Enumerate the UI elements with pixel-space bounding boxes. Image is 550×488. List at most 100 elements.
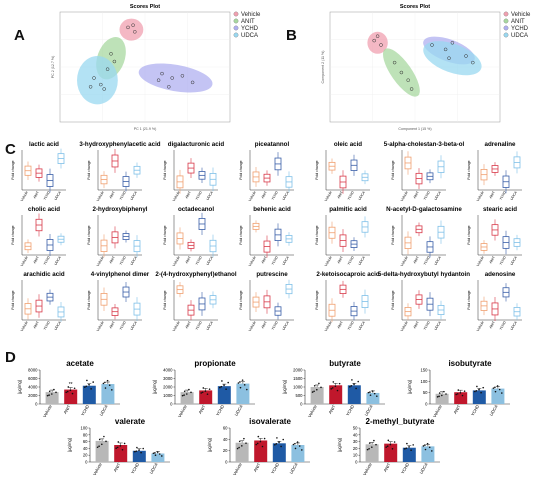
bar-data-point xyxy=(225,388,227,390)
bar-data-point xyxy=(161,455,163,457)
panelB-ellipse-vehicle xyxy=(367,31,388,54)
boxplot-title: 2-ketoisocaproic acid xyxy=(316,271,379,278)
bar-category-label: YCHD xyxy=(400,462,410,475)
bar-data-point xyxy=(200,392,202,394)
boxplot-xtick: UDCA xyxy=(282,190,291,201)
bar-chart-ylabel: (μg/mg) xyxy=(407,379,412,394)
boxplot-ylabel: Fold change xyxy=(315,225,319,244)
bar-data-point xyxy=(313,390,315,393)
bar-data-point xyxy=(355,387,357,390)
bar-data-point xyxy=(116,446,119,449)
bar-anit xyxy=(384,443,398,462)
bar-data-point xyxy=(92,381,94,383)
bar-data-point xyxy=(204,390,207,392)
bar-data-point xyxy=(104,387,107,389)
boxplot-xtick: Vehicle xyxy=(96,255,105,267)
bar-data-point xyxy=(123,442,126,445)
bar-data-point xyxy=(84,386,86,388)
boxplot-xtick: Vehicle xyxy=(248,255,257,267)
panelB-score-point xyxy=(406,78,410,82)
boxplot-ylabel: Fold change xyxy=(391,225,395,244)
panelB-legend-swatch xyxy=(503,11,509,17)
boxplot-xtick: Vehicle xyxy=(324,255,333,267)
bar-data-point xyxy=(86,379,88,382)
bar-data-point xyxy=(441,394,443,397)
panelA-score-point xyxy=(102,87,106,91)
boxplot-xtick: ANIT xyxy=(109,256,116,265)
boxplot-title: arachidic acid xyxy=(23,271,64,278)
boxplot-9: octadecanol Fold change Vehicle ANIT YCHD UDC… xyxy=(163,206,218,267)
bar-category-label: Vehicle xyxy=(177,403,188,418)
panelB-score-point xyxy=(375,34,380,38)
panelA-legend-swatch xyxy=(233,18,239,24)
boxplot-4: oleic acid Fold change Vehicle ANIT YCHD UDCA xyxy=(315,141,370,202)
bar-chart-ylabel: (μg/mg) xyxy=(282,379,287,394)
bar-udca xyxy=(421,446,435,462)
panel-letter-b: B xyxy=(286,27,297,44)
bar-data-point xyxy=(102,382,105,385)
bar-udca xyxy=(491,388,505,404)
panelA-score-point xyxy=(156,78,161,82)
bar-category-label: UDCA xyxy=(418,462,428,475)
panelA-legend-swatch xyxy=(233,11,239,17)
panelA-ellipse-ychd xyxy=(138,63,213,93)
boxplot-xtick: Vehicle xyxy=(172,190,181,202)
bar-category-label: Vehicle xyxy=(362,461,373,476)
boxplot-18: 2-ketoisocaproic acid Fold change Vehicle A… xyxy=(315,271,380,332)
boxplot-xtick: Vehicle xyxy=(476,320,485,332)
bar-chart-ytick-label: 50 xyxy=(353,426,358,431)
boxplot-ylabel: Fold change xyxy=(11,290,15,309)
bar-data-point xyxy=(480,391,482,394)
boxplot-xtick: YCHD xyxy=(43,255,52,266)
bar-chart-1: propionate 0 1000 2000 3000 4000 (μg/mg) Vehicl… xyxy=(152,359,255,418)
bar-chart-ylabel: (μg/mg) xyxy=(152,379,157,394)
boxplot-xtick: ANIT xyxy=(109,191,116,200)
bar-data-point xyxy=(455,393,458,396)
bar-category-label: YCHD xyxy=(270,462,280,475)
boxplot-xtick: Vehicle xyxy=(324,320,333,332)
bar-category-label: ANIT xyxy=(327,404,336,415)
panel-letter-d: D xyxy=(5,349,16,366)
bar-data-point xyxy=(53,388,55,391)
boxplot-ylabel: Fold change xyxy=(163,290,167,309)
bar-data-point xyxy=(69,389,72,392)
bar-data-point xyxy=(181,394,184,397)
bar-udca xyxy=(236,383,250,404)
bar-data-point xyxy=(492,387,495,389)
bar-chart-ytick-label: 0 xyxy=(425,402,428,407)
bar-chart-0: acetate 0 2000 4000 6000 8000 (μg/mg) Vehicle **… xyxy=(17,359,120,418)
bar-data-point xyxy=(48,390,51,393)
bar-data-point xyxy=(298,445,301,447)
bar-data-point xyxy=(245,442,247,444)
bar-data-point xyxy=(98,445,100,447)
bar-chart-title: acetate xyxy=(66,359,94,368)
panelB-title: Scores Plot xyxy=(400,4,430,10)
panelA-legend-label: YCHD xyxy=(241,26,259,32)
bar-chart-ytick-label: 20 xyxy=(223,448,228,453)
panelA-score-point xyxy=(109,52,113,56)
boxplot-xtick: YCHD xyxy=(347,255,356,266)
bar-data-point xyxy=(406,442,408,445)
bar-data-point xyxy=(183,394,185,396)
boxplot-ylabel: Fold change xyxy=(391,290,395,309)
bar-data-point xyxy=(158,453,161,455)
bar-chart-ytick-label: 60 xyxy=(223,426,228,431)
boxplot-title: putrescine xyxy=(256,271,288,278)
boxplot-xtick: YCHD xyxy=(43,190,52,201)
bar-data-point xyxy=(51,393,53,395)
bar-data-point xyxy=(371,390,374,392)
bar-chart-ytick-label: 40 xyxy=(223,437,228,442)
bar-category-label: UDCA xyxy=(288,462,298,475)
boxplot-ylabel: Fold change xyxy=(239,225,243,244)
bar-data-point xyxy=(424,444,426,446)
boxplot-xtick: YCHD xyxy=(423,255,432,266)
bar-category-label: Vehicle xyxy=(307,403,318,418)
bar-vehicle xyxy=(45,392,59,404)
bar-ychd xyxy=(402,447,416,462)
bar-data-point xyxy=(475,390,478,392)
bar-data-point xyxy=(46,394,49,397)
bar-category-label: ANIT xyxy=(382,462,391,473)
boxplot-xtick: ANIT xyxy=(413,256,420,265)
panelB-legend-swatch xyxy=(503,32,509,38)
